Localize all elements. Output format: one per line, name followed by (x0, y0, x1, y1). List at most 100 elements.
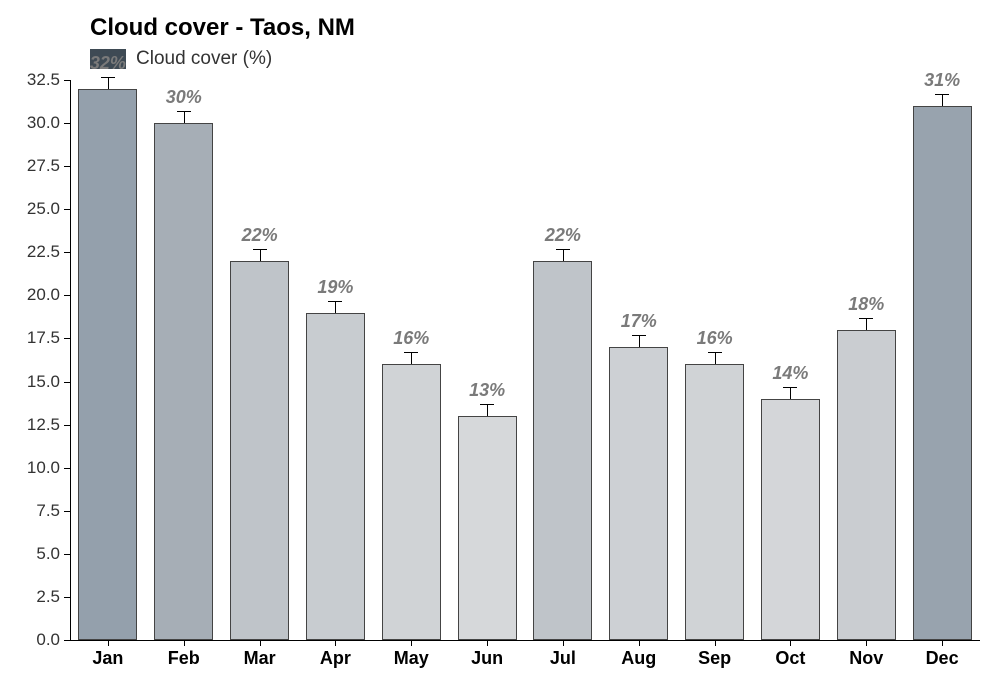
error-bar-stem (108, 77, 109, 89)
bar-value-label: 19% (317, 277, 353, 298)
y-tick-label: 22.5 (0, 242, 60, 262)
bar (913, 106, 972, 640)
y-tick-mark (64, 597, 70, 598)
error-bar-cap (632, 335, 646, 336)
bar (382, 364, 441, 640)
bar (458, 416, 517, 640)
error-bar-cap (708, 352, 722, 353)
error-bar-cap (101, 77, 115, 78)
y-tick-mark (64, 468, 70, 469)
error-bar-stem (487, 404, 488, 416)
bar-value-label: 17% (621, 311, 657, 332)
error-bar-stem (942, 94, 943, 106)
error-bar-cap (783, 387, 797, 388)
y-tick-mark (64, 295, 70, 296)
y-tick-mark (64, 554, 70, 555)
x-tick-label: Jul (550, 648, 576, 669)
chart-container: { "chart": { "type": "bar", "title": "Cl… (0, 0, 1000, 700)
x-tick-mark (411, 640, 412, 646)
y-tick-mark (64, 338, 70, 339)
bar (306, 313, 365, 640)
error-bar-cap (328, 301, 342, 302)
x-tick-label: Apr (320, 648, 351, 669)
x-tick-label: May (394, 648, 429, 669)
y-tick-label: 15.0 (0, 372, 60, 392)
y-tick-label: 17.5 (0, 328, 60, 348)
y-tick-label: 2.5 (0, 587, 60, 607)
x-tick-label: Feb (168, 648, 200, 669)
y-tick-label: 0.0 (0, 630, 60, 650)
plot-area: 0.02.55.07.510.012.515.017.520.022.525.0… (70, 80, 980, 640)
bar (230, 261, 289, 640)
y-tick-label: 5.0 (0, 544, 60, 564)
x-tick-mark (866, 640, 867, 646)
y-tick-mark (64, 511, 70, 512)
bar-value-label: 13% (469, 380, 505, 401)
bar-value-label: 22% (242, 225, 278, 246)
bar (609, 347, 668, 640)
y-tick-label: 7.5 (0, 501, 60, 521)
bar-value-label: 14% (772, 363, 808, 384)
y-tick-label: 25.0 (0, 199, 60, 219)
x-tick-mark (790, 640, 791, 646)
error-bar-stem (335, 301, 336, 313)
error-bar-stem (639, 335, 640, 347)
x-tick-label: Aug (621, 648, 656, 669)
error-bar-stem (563, 249, 564, 261)
bar (154, 123, 213, 640)
error-bar-stem (260, 249, 261, 261)
chart-title: Cloud cover - Taos, NM (90, 14, 355, 42)
x-tick-mark (487, 640, 488, 646)
error-bar-stem (866, 318, 867, 330)
x-axis (70, 640, 980, 641)
error-bar-stem (411, 352, 412, 364)
y-tick-label: 30.0 (0, 113, 60, 133)
y-tick-mark (64, 425, 70, 426)
bar (685, 364, 744, 640)
y-tick-mark (64, 123, 70, 124)
error-bar-stem (184, 111, 185, 123)
bar-value-label: 22% (545, 225, 581, 246)
bar (78, 89, 137, 640)
bar (837, 330, 896, 640)
x-tick-mark (260, 640, 261, 646)
x-tick-mark (108, 640, 109, 646)
error-bar-cap (859, 318, 873, 319)
y-tick-mark (64, 640, 70, 641)
x-tick-mark (335, 640, 336, 646)
x-tick-label: Nov (849, 648, 883, 669)
error-bar-stem (715, 352, 716, 364)
bar-value-label: 18% (848, 294, 884, 315)
bar-value-label: 31% (924, 70, 960, 91)
x-tick-label: Dec (926, 648, 959, 669)
x-tick-mark (639, 640, 640, 646)
x-tick-mark (184, 640, 185, 646)
bar-value-label: 16% (393, 328, 429, 349)
error-bar-cap (480, 404, 494, 405)
error-bar-cap (556, 249, 570, 250)
bar (533, 261, 592, 640)
x-tick-mark (715, 640, 716, 646)
legend-label: Cloud cover (%) (136, 48, 272, 70)
y-tick-mark (64, 80, 70, 81)
error-bar-cap (177, 111, 191, 112)
y-tick-label: 12.5 (0, 415, 60, 435)
x-tick-label: Mar (244, 648, 276, 669)
y-tick-mark (64, 382, 70, 383)
error-bar-stem (790, 387, 791, 399)
bar (761, 399, 820, 640)
bar-value-label: 16% (697, 328, 733, 349)
x-tick-label: Sep (698, 648, 731, 669)
x-tick-label: Oct (775, 648, 805, 669)
x-tick-label: Jun (471, 648, 503, 669)
bar-value-label: 32% (90, 53, 126, 74)
bar-value-label: 30% (166, 87, 202, 108)
error-bar-cap (404, 352, 418, 353)
x-tick-mark (942, 640, 943, 646)
y-tick-label: 27.5 (0, 156, 60, 176)
y-tick-mark (64, 166, 70, 167)
y-tick-label: 32.5 (0, 70, 60, 90)
y-tick-mark (64, 209, 70, 210)
y-tick-label: 10.0 (0, 458, 60, 478)
y-tick-label: 20.0 (0, 285, 60, 305)
